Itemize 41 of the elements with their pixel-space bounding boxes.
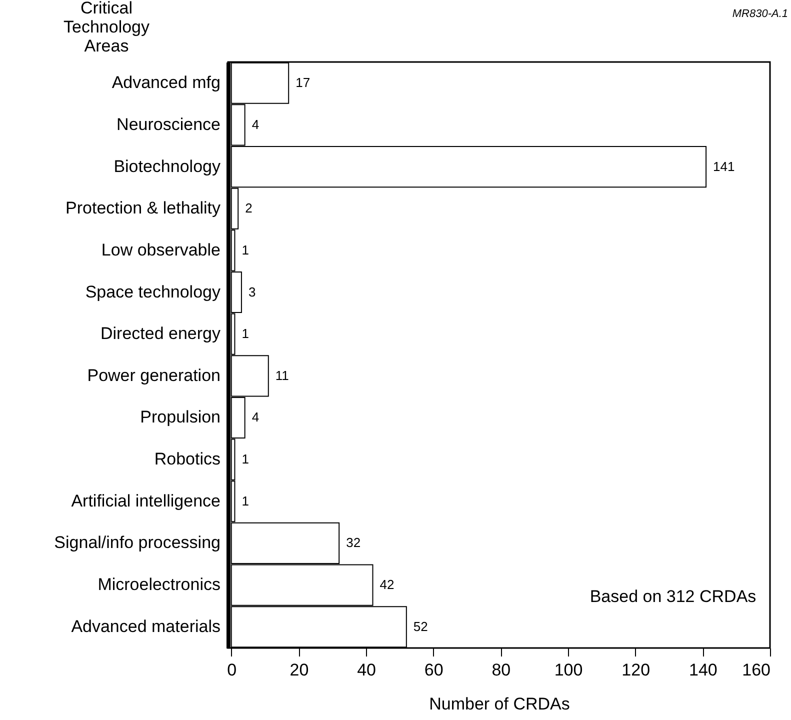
data-label: 1 (242, 242, 249, 258)
y-axis-title: Critical Technology Areas (63, 0, 150, 56)
y-tick-label: Advanced mfg (112, 73, 220, 92)
y-tick-label: Low observable (101, 240, 220, 260)
y-tick-label: Robotics (154, 450, 220, 469)
data-label: 42 (380, 577, 394, 592)
x-axis-title: Number of CRDAs (429, 694, 570, 714)
data-label: 3 (248, 284, 256, 300)
data-label: 11 (275, 368, 289, 383)
data-label: 52 (413, 618, 428, 634)
data-label: 4 (252, 116, 260, 132)
data-label: 4 (252, 410, 260, 425)
data-label: 17 (296, 75, 310, 90)
data-label: 1 (242, 493, 249, 508)
y-tick-label: Directed energy (100, 324, 221, 344)
data-label: 141 (713, 158, 735, 174)
x-tick-label: 80 (492, 660, 511, 680)
x-tick-label: 100 (554, 660, 583, 680)
y-tick-label: Advanced materials (71, 616, 220, 636)
y-tick-label: Space technology (85, 282, 221, 302)
y-tick-label: Propulsion (140, 408, 220, 427)
data-label: 32 (346, 535, 361, 550)
x-tick-label: 60 (424, 660, 444, 680)
x-tick-label: 20 (290, 660, 309, 680)
annotation: Based on 312 CRDAs (590, 587, 756, 606)
x-tick-label: 120 (622, 660, 650, 680)
y-tick-label: Microelectronics (98, 575, 220, 594)
y-tick-label: Artificial intelligence (71, 491, 220, 510)
y-tick-label: Biotechnology (114, 156, 221, 176)
data-label: 1 (242, 452, 249, 467)
x-tick-label: 160 (742, 660, 770, 680)
data-label: 2 (245, 200, 252, 216)
y-tick-label: Power generation (87, 366, 220, 385)
data-label: 1 (242, 326, 249, 342)
y-tick-label: Signal/info processing (54, 533, 220, 552)
y-tick-label: Neuroscience (116, 114, 220, 134)
text: MR830-A.1 (732, 8, 788, 20)
x-tick-label: 40 (357, 660, 376, 680)
x-tick-label: 0 (227, 660, 237, 680)
y-tick-label: Protection & lethality (66, 198, 221, 218)
x-tick-label: 140 (688, 660, 718, 680)
